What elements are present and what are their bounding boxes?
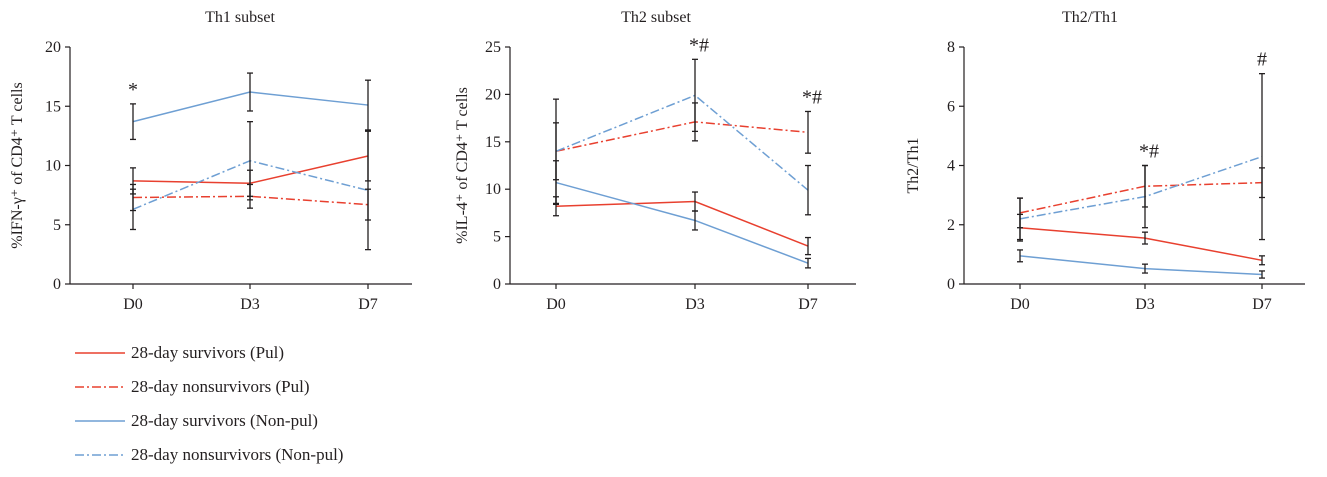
y-tick-label: 20: [45, 39, 61, 56]
chart-title: Th2/Th1: [1062, 9, 1118, 26]
significance-marker: *: [128, 79, 138, 101]
y-tick-label: 15: [485, 134, 501, 151]
y-axis-label: Th2/Th1: [905, 138, 922, 194]
x-tick-label: D3: [1135, 296, 1155, 313]
x-tick-label: D3: [685, 296, 705, 313]
significance-marker: *#: [802, 86, 822, 108]
legend-swatch-survivors-pul: [75, 352, 125, 354]
x-tick-label: D7: [358, 296, 378, 313]
y-tick-label: 20: [485, 86, 501, 103]
y-tick-label: 0: [493, 276, 501, 293]
significance-marker: *#: [689, 34, 709, 56]
legend-item-survivors-pul: 28-day survivors (Pul): [75, 336, 343, 370]
series-line: [1019, 255, 1263, 276]
y-tick-label: 5: [493, 229, 501, 246]
y-tick-label: 2: [947, 217, 955, 234]
series-line: [555, 181, 809, 264]
legend-label: 28-day nonsurvivors (Non-pul): [131, 445, 344, 464]
series-line: [132, 195, 369, 206]
legend-swatch-nonsurvivors-nonpul: [75, 454, 125, 456]
legend-item-nonsurvivors-nonpul: 28-day nonsurvivors (Non-pul): [75, 438, 343, 472]
chart-title: Th2 subset: [621, 9, 691, 26]
legend-label: 28-day survivors (Non-pul): [131, 411, 318, 430]
x-tick-label: D0: [123, 296, 143, 313]
legend-swatch-survivors-nonpul: [75, 420, 125, 422]
y-tick-label: 10: [485, 181, 501, 198]
significance-marker: *#: [1139, 141, 1159, 163]
x-tick-label: D7: [798, 296, 818, 313]
series-line: [1019, 226, 1263, 262]
y-tick-label: 6: [947, 98, 955, 115]
legend-item-nonsurvivors-pul: 28-day nonsurvivors (Pul): [75, 370, 343, 404]
y-tick-label: 10: [45, 158, 61, 175]
y-tick-label: 8: [947, 39, 955, 56]
y-tick-label: 5: [53, 217, 61, 234]
y-tick-label: 4: [947, 158, 955, 175]
y-axis-label: %IFN-γ⁺ of CD4⁺ T cells: [9, 82, 26, 248]
legend-item-survivors-nonpul: 28-day survivors (Non-pul): [75, 404, 343, 438]
series-line: [555, 200, 809, 247]
y-axis-label: %IL-4⁺ of CD4⁺ T cells: [454, 87, 471, 244]
y-tick-label: 15: [45, 98, 61, 115]
legend-label: 28-day survivors (Pul): [131, 343, 284, 362]
y-tick-label: 0: [947, 276, 955, 293]
y-tick-label: 0: [53, 276, 61, 293]
y-tick-label: 25: [485, 39, 501, 56]
legend-swatch-nonsurvivors-pul: [75, 386, 125, 388]
legend: 28-day survivors (Pul) 28-day nonsurvivo…: [75, 336, 343, 472]
x-tick-label: D7: [1252, 296, 1272, 313]
x-tick-label: D3: [240, 296, 260, 313]
chart-title: Th1 subset: [205, 9, 275, 26]
significance-marker: #: [1257, 49, 1267, 71]
x-tick-label: D0: [546, 296, 566, 313]
x-tick-label: D0: [1010, 296, 1030, 313]
legend-label: 28-day nonsurvivors (Pul): [131, 377, 310, 396]
